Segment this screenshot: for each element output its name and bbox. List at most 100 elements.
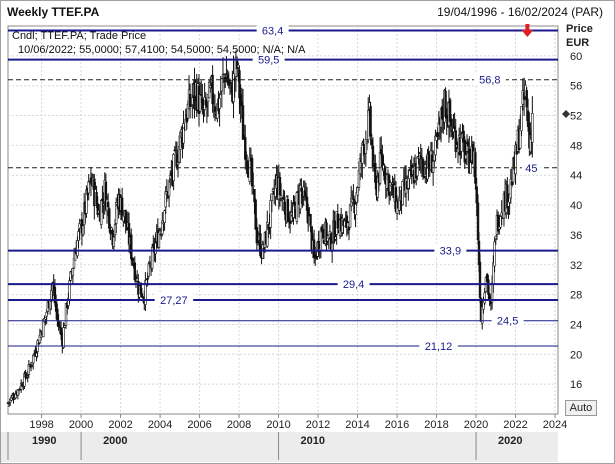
decade-label: 1990: [32, 435, 56, 447]
candle-body: [150, 247, 154, 269]
candle-body: [140, 293, 144, 298]
y-tick-label: 36: [570, 230, 582, 242]
candle-body: [493, 241, 496, 267]
candle-body: [259, 233, 262, 256]
level-label-bg: [473, 72, 506, 86]
y-tick-label: 56: [570, 81, 582, 93]
y-tick-label: 24: [570, 319, 582, 331]
candle-body: [352, 195, 355, 201]
candle-body: [232, 73, 235, 102]
candle-body: [494, 235, 497, 240]
candle-body: [370, 139, 373, 146]
candle-body: [321, 228, 325, 239]
candle-body: [372, 161, 376, 164]
level-label: 21,12: [425, 341, 453, 353]
candle-body: [369, 106, 372, 137]
y-tick-label: 52: [570, 111, 582, 123]
chart-title: Weekly TTEF.PA: [7, 5, 100, 19]
candle-body: [270, 193, 274, 202]
x-tick-label: 2010: [266, 419, 290, 431]
candle-body: [481, 306, 484, 324]
decade-axis-band: [1, 432, 558, 462]
candle-body: [115, 202, 118, 224]
candle-body: [56, 308, 59, 321]
x-tick-label: 2008: [227, 419, 251, 431]
candle-body: [146, 278, 149, 280]
last-price-marker: [562, 110, 570, 119]
candle-body: [252, 185, 255, 188]
candle-body: [476, 202, 480, 241]
candle-body: [283, 201, 286, 212]
candle-body: [108, 208, 111, 229]
candle-body: [100, 200, 103, 225]
x-tick-label: 2006: [187, 419, 211, 431]
candle-body: [163, 210, 166, 223]
decade-label: 2000: [103, 435, 127, 447]
level-label: 29,4: [343, 279, 364, 291]
level-label-bg: [252, 52, 285, 66]
candle-body: [238, 70, 241, 99]
candle-body: [131, 257, 134, 262]
level-label: 59,5: [258, 55, 279, 67]
candle-body: [309, 214, 312, 226]
level-label-bg: [337, 277, 370, 291]
candle-body: [506, 184, 509, 209]
x-tick-label: 2014: [345, 419, 369, 431]
level-label-bg: [256, 23, 289, 37]
candle-body: [48, 300, 52, 310]
candle-body: [167, 181, 171, 197]
y-axis-unit: EUR: [566, 37, 589, 49]
candle-body: [374, 162, 377, 183]
candle-body: [254, 199, 257, 230]
x-tick-label: 2016: [385, 419, 409, 431]
candle-body: [45, 311, 48, 317]
candle-body: [57, 321, 60, 327]
date-range: 19/04/1996 - 16/02/2024 (PAR): [437, 5, 603, 19]
candle-body: [499, 216, 502, 228]
candle-body: [325, 222, 328, 243]
candle-body: [27, 364, 31, 375]
candle-body: [147, 263, 150, 277]
candle-body: [213, 106, 217, 112]
candle-body: [32, 354, 35, 364]
candle-body: [113, 224, 117, 235]
y-tick-label: 20: [570, 349, 582, 361]
candle-body: [71, 268, 75, 276]
x-tick-label: 2024: [543, 419, 567, 431]
x-tick-label: 1998: [29, 419, 53, 431]
level-label-bg: [419, 338, 458, 352]
y-tick-label: 16: [570, 379, 582, 391]
candle-body: [454, 130, 457, 153]
auto-scale-button[interactable]: Auto: [565, 400, 597, 416]
candle-body: [240, 101, 244, 106]
x-tick-label: 2012: [306, 419, 330, 431]
candle-body: [135, 278, 139, 282]
candle-body: [154, 242, 157, 255]
candle-body: [229, 80, 233, 83]
candle-body: [211, 74, 214, 105]
level-label: 56,8: [479, 75, 500, 87]
decade-label: 2020: [498, 435, 522, 447]
x-tick-label: 2018: [424, 419, 448, 431]
y-tick-label: 32: [570, 260, 582, 272]
level-label-bg: [434, 243, 467, 257]
x-tick-label: 2020: [464, 419, 488, 431]
candle-body: [365, 141, 369, 144]
y-tick-label: 28: [570, 290, 582, 302]
candle-body: [130, 234, 133, 260]
candle-body: [354, 203, 357, 215]
level-label: 24,5: [497, 316, 518, 328]
candle-body: [63, 325, 66, 328]
candle-body: [487, 279, 490, 295]
y-tick-label: 40: [570, 200, 582, 212]
candle-body: [237, 64, 240, 68]
signal-down-arrow-icon[interactable]: [521, 23, 534, 37]
level-label-bg: [521, 160, 541, 174]
candle-body: [478, 261, 482, 298]
candle-body: [367, 110, 370, 141]
candle-body: [519, 128, 522, 149]
candle-body: [241, 105, 245, 140]
x-tick-label: 2002: [108, 419, 132, 431]
